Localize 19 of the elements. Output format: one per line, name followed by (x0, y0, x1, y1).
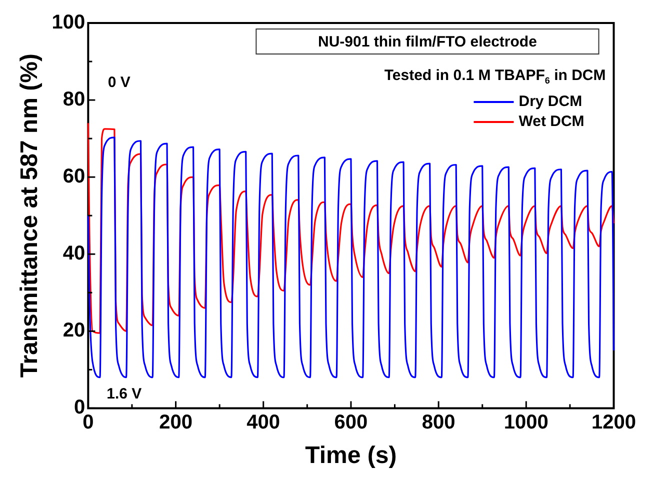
x-tick-label: 1000 (504, 412, 548, 434)
y-tick-label: 80 (62, 88, 86, 111)
line-series (87, 136, 615, 378)
x-tick-label: 400 (246, 412, 280, 434)
annotation: 0 V (108, 74, 130, 92)
y-tick-label: 40 (62, 242, 86, 265)
x-tick-label: 800 (422, 412, 456, 434)
x-tick-label: 600 (334, 412, 368, 434)
legend-label: Dry DCM (518, 93, 582, 110)
x-tick-label: 1200 (592, 412, 636, 434)
x-axis-title: Time (s) (305, 442, 397, 470)
y-tick-label: 60 (62, 166, 86, 188)
x-tick-label: 200 (159, 412, 192, 434)
y-tick-label: 20 (62, 320, 86, 342)
y-axis-title: Transmittance at 587 nm (%) (16, 54, 44, 378)
legend-label: Wet DCM (518, 113, 584, 130)
y-tick-label: 100 (52, 12, 86, 34)
annotation: 1.6 V (106, 385, 142, 402)
text: NU-901 thin film/FTO electrode (318, 34, 537, 51)
